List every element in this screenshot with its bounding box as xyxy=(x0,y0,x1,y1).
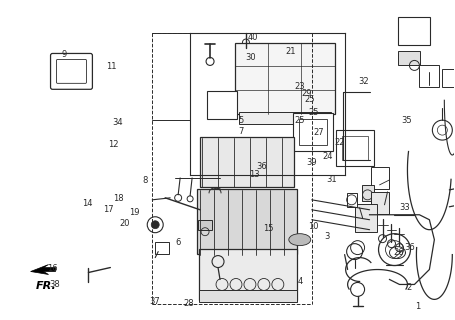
Text: 36: 36 xyxy=(256,162,267,171)
Text: 20: 20 xyxy=(119,219,130,228)
Bar xyxy=(442,69,455,87)
Text: 27: 27 xyxy=(313,128,324,137)
Text: 25: 25 xyxy=(308,108,319,117)
Bar xyxy=(399,52,420,65)
Text: 4: 4 xyxy=(298,276,303,285)
FancyBboxPatch shape xyxy=(51,53,92,89)
Text: 31: 31 xyxy=(327,175,337,184)
Text: 21: 21 xyxy=(286,47,296,56)
Text: 28: 28 xyxy=(184,299,194,308)
Text: 33: 33 xyxy=(399,203,410,212)
Text: 17: 17 xyxy=(103,205,114,214)
Bar xyxy=(155,242,169,253)
Bar xyxy=(199,291,297,302)
Text: 5: 5 xyxy=(238,116,244,125)
Text: 36: 36 xyxy=(404,243,415,252)
Text: 6: 6 xyxy=(175,238,180,247)
Text: 7: 7 xyxy=(238,127,244,136)
Text: 3: 3 xyxy=(324,232,330,241)
Text: 26: 26 xyxy=(394,248,404,257)
Text: 9: 9 xyxy=(61,50,67,59)
Text: 2: 2 xyxy=(406,283,412,292)
Text: 18: 18 xyxy=(113,194,124,203)
Text: 25: 25 xyxy=(295,116,305,125)
Bar xyxy=(239,112,331,124)
Text: FR.: FR. xyxy=(35,282,56,292)
Text: 16: 16 xyxy=(47,264,58,273)
Text: 10: 10 xyxy=(308,222,319,231)
Text: 30: 30 xyxy=(245,53,256,62)
Polygon shape xyxy=(30,265,56,275)
Bar xyxy=(362,185,374,201)
Bar xyxy=(370,192,389,214)
Bar xyxy=(235,43,335,114)
Text: 22: 22 xyxy=(335,138,345,147)
Text: 8: 8 xyxy=(142,176,147,185)
Text: 39: 39 xyxy=(306,158,317,167)
Bar xyxy=(399,17,430,44)
Bar xyxy=(293,113,333,151)
Bar xyxy=(199,249,297,300)
Text: 12: 12 xyxy=(108,140,118,148)
Bar xyxy=(354,204,377,232)
Circle shape xyxy=(211,177,223,189)
Bar xyxy=(200,137,294,187)
Text: 32: 32 xyxy=(358,77,369,86)
Text: 23: 23 xyxy=(295,82,305,91)
Bar xyxy=(420,65,440,87)
Text: 25: 25 xyxy=(304,95,314,104)
Text: 13: 13 xyxy=(249,170,260,179)
Text: 38: 38 xyxy=(49,280,60,289)
Bar xyxy=(197,189,297,254)
Text: 35: 35 xyxy=(401,116,412,125)
Ellipse shape xyxy=(289,234,311,246)
Text: 40: 40 xyxy=(247,33,258,42)
Text: 34: 34 xyxy=(112,118,123,127)
Text: 15: 15 xyxy=(263,224,273,233)
Text: 1: 1 xyxy=(415,302,420,311)
Bar xyxy=(299,119,327,145)
Text: 11: 11 xyxy=(106,61,117,70)
Text: 14: 14 xyxy=(81,198,92,207)
Bar xyxy=(207,91,237,119)
Bar xyxy=(198,220,212,230)
Bar xyxy=(370,167,389,189)
Bar xyxy=(347,193,357,207)
Text: 24: 24 xyxy=(322,152,333,161)
Bar xyxy=(342,136,368,160)
FancyBboxPatch shape xyxy=(56,60,86,83)
Bar xyxy=(336,130,374,166)
Text: 29: 29 xyxy=(301,89,312,98)
Text: 19: 19 xyxy=(129,208,140,217)
Circle shape xyxy=(151,221,159,229)
Text: 37: 37 xyxy=(150,297,160,306)
